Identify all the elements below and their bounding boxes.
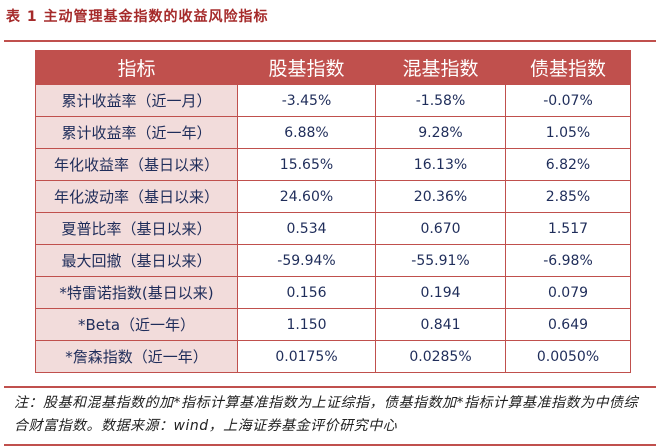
note: 注：股基和混基指数的加*指标计算基准指数为上证综指，债基指数加*指标计算基准指数… [14,395,638,434]
metric-value: 0.156 [237,276,376,309]
table-row: 年化波动率（基日以来） 24.60% 20.36% 2.85% [35,180,631,213]
metric-name: 年化波动率（基日以来） [35,180,238,213]
metric-name: *詹森指数（近一年） [35,340,238,373]
header-cell: 股基指数 [237,50,376,85]
table-row: *詹森指数（近一年） 0.0175% 0.0285% 0.0050% [35,340,631,373]
metric-value: -6.98% [505,244,631,277]
metric-value: 6.88% [237,116,376,149]
table-row: *特雷诺指数(基日以来) 0.156 0.194 0.079 [35,276,631,309]
table-row: 最大回撤（基日以来） -59.94% -55.91% -6.98% [35,244,631,277]
metric-name: 最大回撤（基日以来） [35,244,238,277]
metric-value: 0.0050% [505,340,631,373]
metric-value: 1.517 [505,212,631,245]
metrics-table: 指标 股基指数 混基指数 债基指数 累计收益率（近一月） -3.45% -1.58% -0.… [35,50,631,373]
table-row: 累计收益率（近一月） -3.45% -1.58% -0.07% [35,84,631,117]
table-row: 累计收益率（近一年） 6.88% 9.28% 1.05% [35,116,631,149]
header-cell: 指标 [35,50,238,85]
metric-value: 0.670 [375,212,506,245]
metric-name: *特雷诺指数(基日以来) [35,276,238,309]
metric-value: 15.65% [237,148,376,181]
metric-name: *Beta（近一年） [35,308,238,341]
metric-value: 0.649 [505,308,631,341]
metric-value: 9.28% [375,116,506,149]
metric-value: 0.194 [375,276,506,309]
metric-value: 0.841 [375,308,506,341]
metric-value: 6.82% [505,148,631,181]
note-rule-bottom [4,444,656,446]
table-row: 年化收益率（基日以来） 15.65% 16.13% 6.82% [35,148,631,181]
metric-value: 0.534 [237,212,376,245]
table-row: *Beta（近一年） 1.150 0.841 0.649 [35,308,631,341]
title-rule [4,40,656,42]
note-rule-top [4,386,656,388]
metric-value: 1.05% [505,116,631,149]
metric-name: 累计收益率（近一年） [35,116,238,149]
metric-value: 0.0175% [237,340,376,373]
metric-value: 1.150 [237,308,376,341]
metric-value: 16.13% [375,148,506,181]
metric-value: -3.45% [237,84,376,117]
header-row: 指标 股基指数 混基指数 债基指数 [35,50,631,85]
metric-name: 夏普比率（基日以来） [35,212,238,245]
metric-value: 0.0285% [375,340,506,373]
metric-name: 累计收益率（近一月） [35,84,238,117]
metric-value: 24.60% [237,180,376,213]
table-row: 夏普比率（基日以来） 0.534 0.670 1.517 [35,212,631,245]
metric-value: -59.94% [237,244,376,277]
header-cell: 债基指数 [505,50,631,85]
metric-value: 2.85% [505,180,631,213]
header-cell: 混基指数 [375,50,506,85]
table-title: 表 1 主动管理基金指数的收益风险指标 [6,9,269,25]
metric-value: -55.91% [375,244,506,277]
metric-value: 20.36% [375,180,506,213]
metric-value: -1.58% [375,84,506,117]
metric-name: 年化收益率（基日以来） [35,148,238,181]
metric-value: 0.079 [505,276,631,309]
metric-value: -0.07% [505,84,631,117]
table-body: 累计收益率（近一月） -3.45% -1.58% -0.07% 累计收益率（近一年） 6.… [35,84,631,373]
